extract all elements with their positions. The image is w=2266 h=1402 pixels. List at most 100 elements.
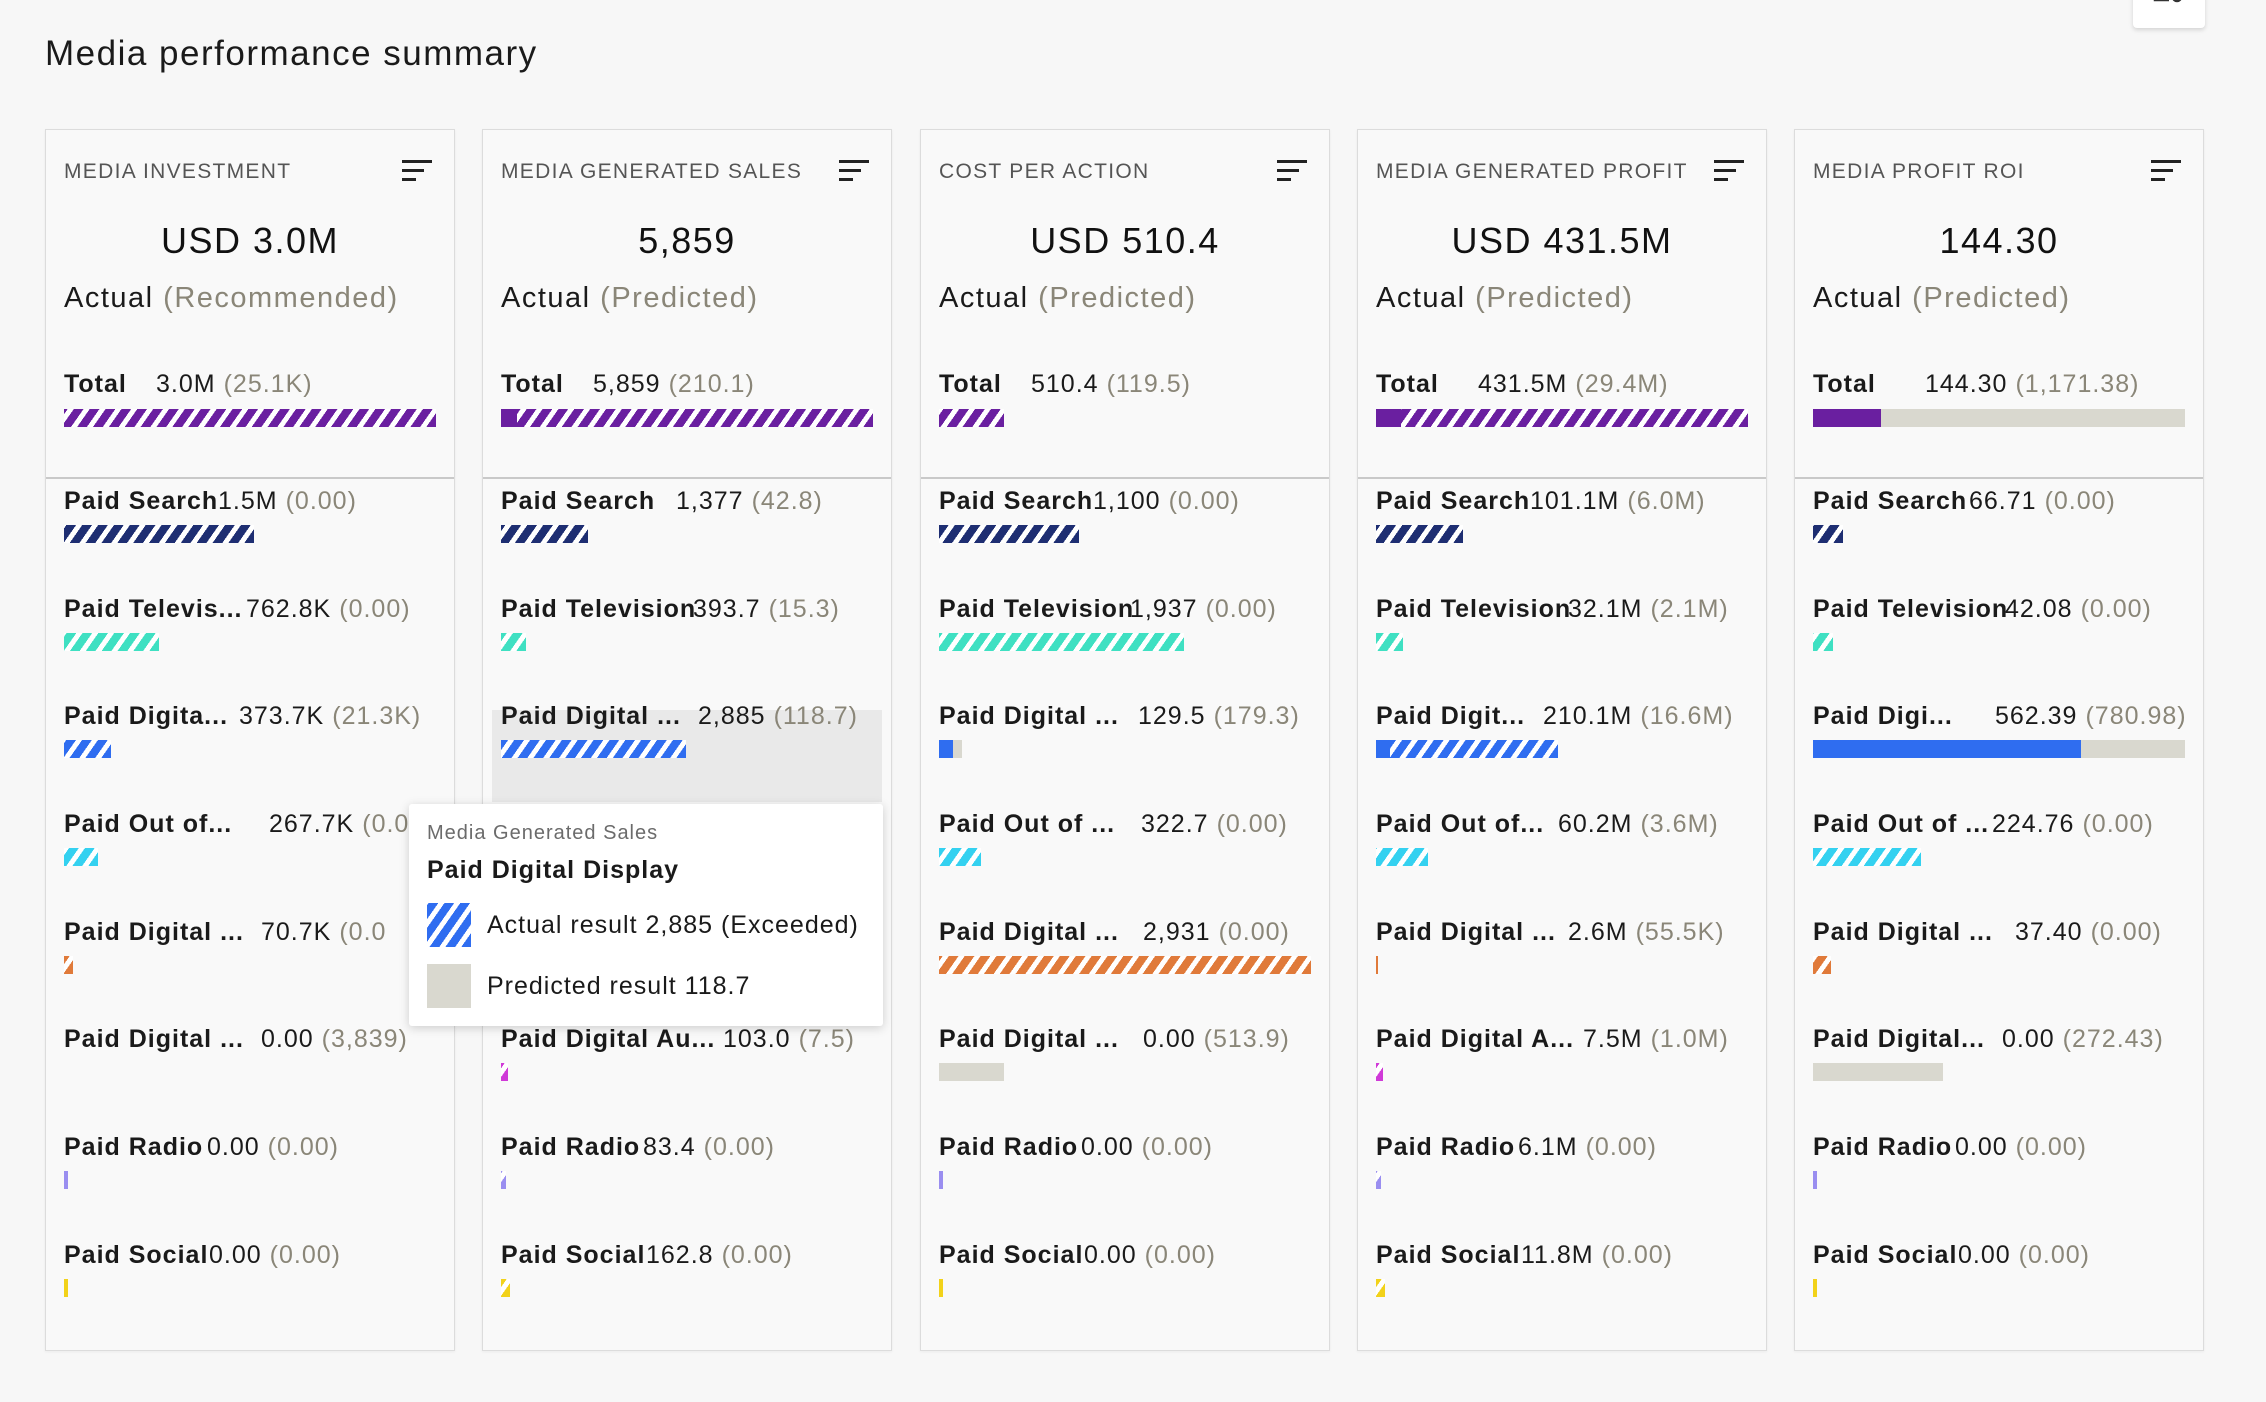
channel-bar bbox=[64, 1279, 436, 1297]
total-actual: 144.30 bbox=[1925, 370, 2008, 398]
channel-predicted: (0.00) bbox=[2090, 918, 2162, 946]
media-investment-card: MEDIA INVESTMENT USD 3.0M Actual (Recommen… bbox=[45, 129, 455, 1351]
channel-actual: 7.5M bbox=[1583, 1025, 1643, 1053]
channel-predicted: (42.8) bbox=[751, 487, 823, 515]
channel-actual: 1,937 bbox=[1130, 595, 1198, 623]
channel-name: Paid Radio bbox=[64, 1133, 204, 1161]
channel-bar-segment bbox=[2081, 740, 2185, 758]
channel-value: 762.8K (0.00) bbox=[246, 595, 411, 624]
channel-bar bbox=[1376, 1063, 1748, 1081]
channel-bar-segment bbox=[939, 633, 1184, 651]
actual-label: Actual bbox=[1376, 282, 1466, 314]
card-header: MEDIA INVESTMENT USD 3.0M Actual (Recommen… bbox=[46, 130, 454, 479]
actual-predicted-line: Actual (Predicted) bbox=[1376, 282, 1634, 315]
channel-bar bbox=[64, 956, 436, 974]
sort-icon[interactable] bbox=[402, 160, 432, 187]
channel-bar bbox=[501, 1171, 873, 1189]
channel-bar bbox=[64, 848, 436, 866]
tooltip-subtitle: Media Generated Sales bbox=[427, 822, 659, 844]
channel-predicted: (780.98) bbox=[2085, 702, 2187, 730]
total-bar bbox=[1813, 409, 2185, 427]
total-bar-segment bbox=[1401, 409, 1748, 427]
comparison-label: (Predicted) bbox=[600, 282, 759, 314]
channel-name: Paid Search bbox=[64, 487, 219, 515]
channel-value: 42.08 (0.00) bbox=[2005, 595, 2152, 624]
channel-actual: 2,885 bbox=[698, 702, 766, 730]
sort-icon[interactable] bbox=[1277, 160, 1307, 187]
channel-actual: 11.8M bbox=[1521, 1241, 1594, 1269]
channel-actual: 2,931 bbox=[1143, 918, 1211, 946]
sort-icon[interactable] bbox=[2151, 160, 2181, 187]
channel-name: Paid Digital ... bbox=[939, 1025, 1119, 1053]
channel-bar-segment bbox=[1376, 1171, 1381, 1189]
channel-name: Paid Television bbox=[501, 595, 697, 623]
channel-value: 11.8M (0.00) bbox=[1521, 1241, 1673, 1270]
channel-bar bbox=[1376, 633, 1748, 651]
total-label: Total bbox=[501, 370, 564, 398]
channel-bar-segment bbox=[64, 956, 73, 974]
channel-predicted: (0.00) bbox=[1168, 487, 1240, 515]
channel-value: 267.7K (0.0 bbox=[269, 810, 409, 839]
total-actual: 3.0M bbox=[156, 370, 216, 398]
channel-bar-segment bbox=[64, 1171, 68, 1189]
channel-value: 0.00 (0.00) bbox=[1958, 1241, 2090, 1270]
channel-actual: 32.1M bbox=[1568, 595, 1643, 623]
channel-bar-segment bbox=[1376, 1063, 1383, 1081]
headline-value: USD 3.0M bbox=[160, 220, 340, 261]
channel-name: Paid Social bbox=[939, 1241, 1084, 1269]
channel-predicted: (0.00) bbox=[1141, 1133, 1213, 1161]
channel-actual: 66.71 bbox=[1969, 487, 2037, 515]
channel-value: 83.4 (0.00) bbox=[643, 1133, 775, 1162]
channel-actual: 0.00 bbox=[261, 1025, 314, 1053]
channel-predicted: (21.3K) bbox=[332, 702, 422, 730]
channel-bar-segment bbox=[1813, 1279, 1817, 1297]
channel-bar bbox=[1376, 740, 1748, 758]
channel-value: 162.8 (0.00) bbox=[646, 1241, 793, 1270]
channel-bar bbox=[501, 525, 873, 543]
channel-value: 0.00 (0.00) bbox=[207, 1133, 339, 1162]
tooltip-title: Paid Digital Display bbox=[427, 856, 680, 884]
total-value: 510.4 (119.5) bbox=[1031, 370, 1191, 399]
total-label: Total bbox=[939, 370, 1002, 398]
channel-actual: 70.7K bbox=[261, 918, 332, 946]
predicted-swatch bbox=[427, 964, 471, 1008]
channel-bar-segment bbox=[501, 1279, 510, 1297]
channel-value: 2.6M (55.5K) bbox=[1568, 918, 1725, 947]
channel-name: Paid Social bbox=[1376, 1241, 1521, 1269]
channel-name: Paid Radio bbox=[1376, 1133, 1516, 1161]
channel-actual: 0.00 bbox=[1081, 1133, 1134, 1161]
channel-name: Paid Out of... bbox=[64, 810, 233, 838]
channel-name: Paid Digi... bbox=[1813, 702, 1953, 730]
channel-value: 0.00 (0.00) bbox=[209, 1241, 341, 1270]
channel-predicted: (55.5K) bbox=[1635, 918, 1725, 946]
cost-per-action-card: COST PER ACTION USD 510.4 Actual (Predicte… bbox=[920, 129, 1330, 1351]
sort-icon[interactable] bbox=[839, 160, 869, 187]
sort-icon[interactable] bbox=[1714, 160, 1744, 187]
channel-bar bbox=[64, 1063, 436, 1081]
channel-actual: 83.4 bbox=[643, 1133, 696, 1161]
total-predicted: (25.1K) bbox=[223, 370, 313, 398]
channel-actual: 373.7K bbox=[239, 702, 325, 730]
channel-bar bbox=[1376, 525, 1748, 543]
channel-predicted: (0.00) bbox=[2082, 810, 2154, 838]
channel-predicted: (0.00) bbox=[2015, 1133, 2087, 1161]
channel-value: 37.40 (0.00) bbox=[2015, 918, 2162, 947]
actual-label: Actual bbox=[501, 282, 591, 314]
channel-bar-segment bbox=[501, 1171, 506, 1189]
channel-value: 66.71 (0.00) bbox=[1969, 487, 2116, 516]
channel-bar bbox=[1376, 1171, 1748, 1189]
channel-bar-segment bbox=[64, 633, 159, 651]
channel-bar bbox=[939, 525, 1311, 543]
channel-bar-segment bbox=[1813, 848, 1921, 866]
settings-icon bbox=[2153, 0, 2182, 3]
channel-bar-segment bbox=[64, 525, 254, 543]
channel-value: 7.5M (1.0M) bbox=[1583, 1025, 1729, 1054]
channel-bar bbox=[501, 740, 873, 758]
channel-value: 60.2M (3.6M) bbox=[1558, 810, 1719, 839]
channel-actual: 42.08 bbox=[2005, 595, 2073, 623]
total-actual: 431.5M bbox=[1478, 370, 1568, 398]
settings-button[interactable] bbox=[2133, 0, 2205, 28]
channel-value: 1.5M (0.00) bbox=[218, 487, 357, 516]
channel-predicted: (0.00) bbox=[2044, 487, 2116, 515]
channel-name: Paid Digital A... bbox=[1376, 1025, 1575, 1053]
